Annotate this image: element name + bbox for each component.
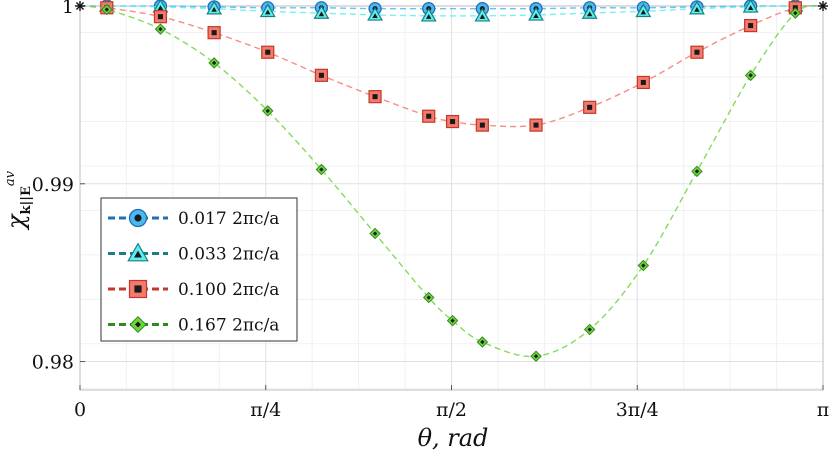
x-tick-label: 0 bbox=[74, 399, 86, 421]
data-point-center bbox=[587, 104, 593, 110]
y-axis-title-group: χk||Eav bbox=[2, 170, 34, 231]
y-axis-title-sub: k||E bbox=[19, 186, 34, 214]
data-point-center bbox=[157, 14, 163, 20]
data-point-center bbox=[450, 318, 455, 323]
series-line bbox=[79, 5, 823, 10]
data-point-center bbox=[640, 9, 647, 15]
data-point-center bbox=[479, 122, 485, 128]
legend-marker-center bbox=[134, 214, 142, 222]
series-group bbox=[79, 0, 824, 362]
data-point-center bbox=[480, 339, 485, 345]
legend-label: 0.017 2πc/a bbox=[178, 209, 279, 229]
data-point-center bbox=[748, 23, 754, 29]
legend-label: 0.167 2πc/a bbox=[178, 316, 279, 336]
data-point-center bbox=[425, 14, 432, 19]
data-point-center bbox=[748, 73, 753, 78]
legend-marker-center bbox=[134, 250, 142, 258]
legend-marker-center bbox=[134, 285, 142, 293]
x-axis-title: θ, rad bbox=[418, 424, 489, 452]
legend-marker-center bbox=[134, 321, 142, 328]
data-point-center bbox=[640, 79, 646, 85]
data-point-center bbox=[426, 295, 431, 300]
legend: 0.017 2πc/a 0.033 2πc/a 0.100 2πc/a 0.167 2… bbox=[100, 197, 298, 342]
x-tick-label: π bbox=[817, 399, 830, 421]
data-point-center bbox=[265, 108, 270, 114]
series-line bbox=[79, 5, 824, 17]
x-tick-label: π/4 bbox=[250, 399, 281, 421]
y-tick-label: 1 bbox=[62, 0, 74, 18]
data-point-center bbox=[265, 49, 271, 55]
data-point-center bbox=[694, 49, 700, 55]
data-point-center bbox=[372, 231, 378, 236]
legend-label: 0.033 2πc/a bbox=[178, 245, 279, 265]
data-point-center bbox=[318, 11, 325, 17]
legend-label: 0.100 2πc/a bbox=[178, 280, 279, 300]
data-point-center bbox=[211, 6, 217, 12]
series-4 bbox=[79, 3, 824, 362]
x-tick-label: 3π/4 bbox=[616, 399, 659, 421]
data-point-center bbox=[586, 11, 593, 17]
data-point-center bbox=[318, 72, 324, 78]
data-point-center bbox=[264, 9, 271, 15]
x-tick-label: π/2 bbox=[436, 399, 467, 421]
data-point-center bbox=[372, 13, 378, 18]
data-point-center bbox=[533, 122, 539, 128]
data-point-center bbox=[104, 7, 110, 12]
data-point-center bbox=[372, 94, 378, 100]
y-axis-title-main: χ bbox=[2, 213, 30, 231]
data-point-center bbox=[641, 263, 646, 268]
data-point-center bbox=[450, 119, 456, 125]
y-tick-label: 0.99 bbox=[32, 174, 74, 196]
data-point-center bbox=[793, 10, 798, 16]
y-axis-title: χk||Eav bbox=[2, 170, 34, 231]
endpoint-star bbox=[75, 1, 85, 11]
endpoint-star bbox=[818, 1, 828, 11]
data-point-center bbox=[747, 5, 754, 10]
data-point-center bbox=[694, 6, 700, 12]
data-point-center bbox=[158, 26, 163, 32]
data-point-center bbox=[694, 169, 700, 174]
data-point-center bbox=[426, 113, 432, 119]
data-point-center bbox=[211, 60, 217, 66]
axis-ticks: 0 π/4 π/2 3π/4 π 0.98 0.99 1 bbox=[32, 0, 830, 421]
y-axis-title-sup: av bbox=[3, 170, 18, 186]
data-point-center bbox=[157, 5, 164, 10]
y-tick-label: 0.98 bbox=[32, 352, 74, 374]
endpoint-markers bbox=[75, 1, 828, 11]
data-point-center bbox=[479, 14, 486, 19]
data-point-center bbox=[319, 167, 324, 172]
data-point-center bbox=[211, 30, 217, 36]
data-point-center bbox=[587, 327, 592, 332]
data-point-center bbox=[533, 354, 539, 359]
data-point-center bbox=[533, 13, 539, 18]
